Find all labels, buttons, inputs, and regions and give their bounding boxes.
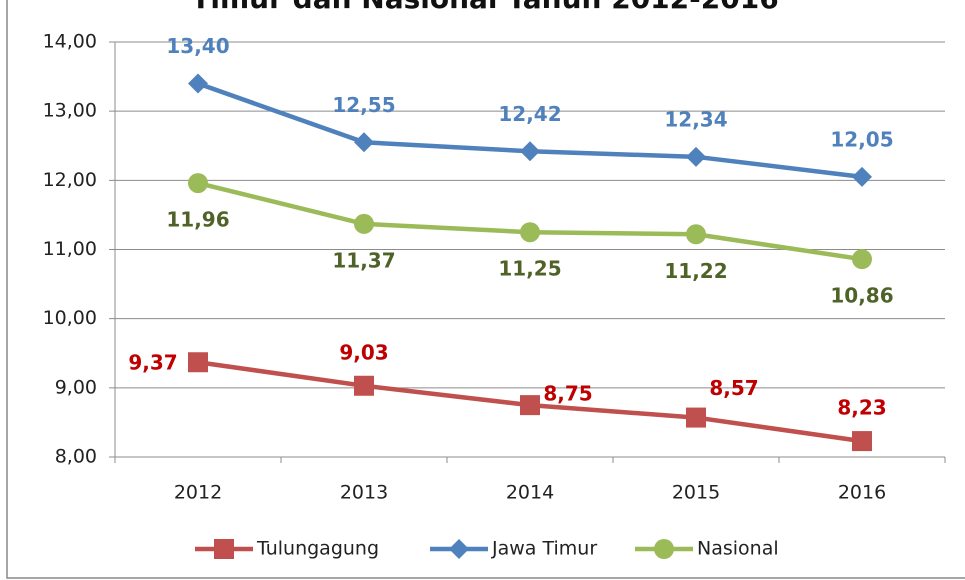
data-point bbox=[520, 222, 540, 243]
x-tick-label: 2016 bbox=[838, 482, 886, 504]
data-point bbox=[354, 213, 374, 234]
data-point bbox=[188, 173, 208, 194]
value-label: 11,37 bbox=[332, 248, 395, 272]
value-label: 12,42 bbox=[498, 102, 561, 126]
data-point bbox=[354, 132, 374, 153]
y-tick-label: 12,00 bbox=[43, 169, 97, 191]
x-tick-label: 2014 bbox=[506, 482, 554, 504]
legend-marker bbox=[654, 539, 674, 559]
legend-marker bbox=[449, 539, 469, 559]
x-tick-label: 2012 bbox=[174, 482, 222, 504]
x-tick-label: 2013 bbox=[340, 482, 388, 504]
chart-frame bbox=[6, 0, 965, 579]
data-point bbox=[686, 224, 706, 245]
y-tick-label: 8,00 bbox=[55, 446, 97, 468]
data-point bbox=[520, 395, 540, 416]
value-label: 12,55 bbox=[332, 93, 395, 117]
chart-title: Timur dan Nasional Tahun 2012-2016 bbox=[191, 0, 778, 15]
data-point bbox=[686, 146, 706, 167]
y-tick-label: 13,00 bbox=[43, 100, 97, 122]
value-label: 8,23 bbox=[837, 396, 886, 420]
data-point bbox=[852, 249, 872, 270]
data-point bbox=[686, 407, 706, 428]
y-tick-label: 11,00 bbox=[43, 238, 97, 260]
value-label: 10,86 bbox=[830, 284, 893, 308]
data-point bbox=[520, 141, 540, 162]
y-tick-label: 9,00 bbox=[55, 376, 97, 398]
data-point bbox=[188, 73, 208, 94]
value-label: 8,75 bbox=[543, 382, 592, 406]
value-label: 11,96 bbox=[166, 208, 229, 232]
y-tick-label: 14,00 bbox=[43, 31, 97, 53]
legend-label: Tulungagung bbox=[256, 538, 379, 560]
value-label: 13,40 bbox=[166, 34, 229, 58]
value-label: 12,05 bbox=[830, 127, 893, 151]
y-tick-label: 10,00 bbox=[43, 307, 97, 329]
value-label: 9,03 bbox=[339, 340, 388, 364]
value-label: 9,37 bbox=[128, 351, 177, 375]
data-point bbox=[852, 166, 872, 187]
value-label: 8,57 bbox=[709, 376, 758, 400]
legend-marker bbox=[214, 539, 234, 559]
value-label: 11,25 bbox=[498, 257, 561, 281]
value-label: 12,34 bbox=[664, 107, 727, 131]
data-point bbox=[852, 431, 872, 452]
legend-label: Jawa Timur bbox=[491, 538, 597, 560]
legend-label: Nasional bbox=[697, 538, 779, 560]
x-tick-label: 2015 bbox=[672, 482, 720, 504]
value-label: 11,22 bbox=[664, 259, 727, 283]
data-point bbox=[354, 375, 374, 396]
data-point bbox=[188, 352, 208, 373]
